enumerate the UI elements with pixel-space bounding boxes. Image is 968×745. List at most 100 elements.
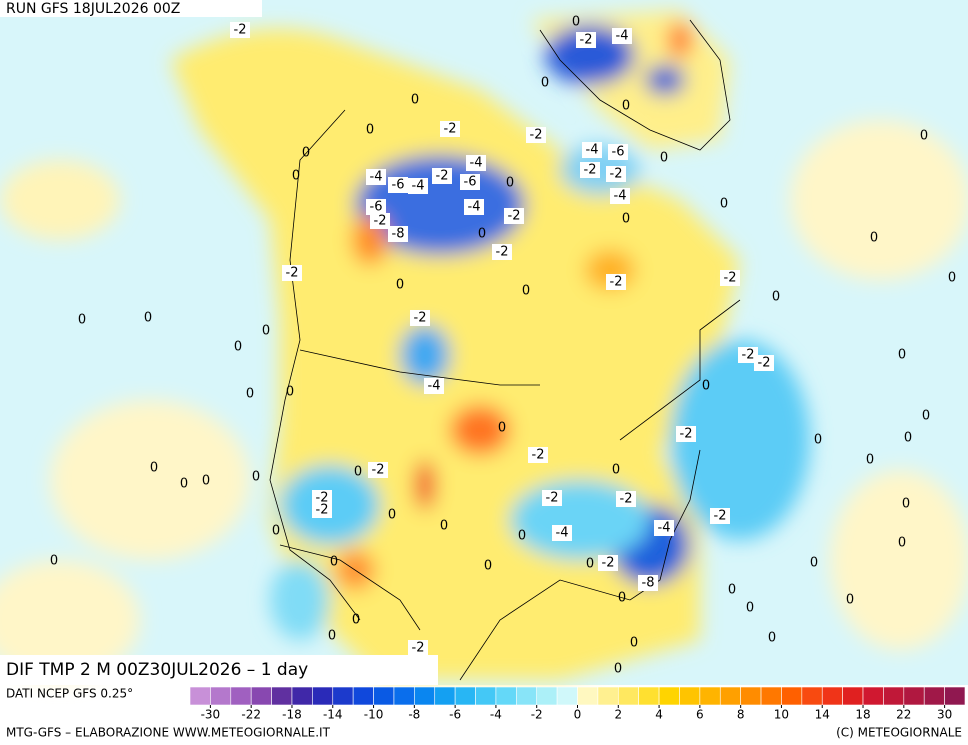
contour-label: 0 (246, 387, 254, 402)
legend-swatch (556, 686, 578, 706)
contour-label: 0 (202, 474, 210, 489)
contour-label: -2 (620, 492, 633, 507)
contour-label: 0 (328, 629, 336, 644)
legend-swatch (781, 686, 803, 706)
contour-label: -2 (530, 128, 543, 143)
legend-swatch (883, 686, 905, 706)
contour-label: 0 (870, 231, 878, 246)
label-bg (542, 490, 562, 506)
contour-label: 0 (902, 497, 910, 512)
legend-tick-label: 18 (855, 708, 870, 722)
contour-label: -6 (370, 200, 383, 215)
legend-tick-label: 30 (937, 708, 952, 722)
legend-swatch (414, 686, 436, 706)
contour-label: 0 (388, 508, 396, 523)
legend-swatch (250, 686, 272, 706)
label-bg (492, 244, 512, 260)
legend-swatch (862, 686, 884, 706)
legend-swatch (903, 686, 925, 706)
contour-label: -4 (658, 521, 671, 536)
label-bg (608, 144, 628, 160)
legend-tick-label: 0 (574, 708, 582, 722)
legend-swatch (577, 686, 599, 706)
label-bg (616, 491, 636, 507)
label-bg (366, 169, 386, 185)
legend-tick-label: -8 (408, 708, 420, 722)
title-box (0, 655, 438, 685)
label-bg (710, 508, 730, 524)
legend-swatch (393, 686, 415, 706)
legend-swatch (944, 686, 966, 706)
label-bg (754, 355, 774, 371)
contour-label: 0 (478, 227, 486, 242)
header-box (0, 0, 262, 17)
legend-swatch (719, 686, 741, 706)
legend-swatch (617, 686, 639, 706)
contour-label: 0 (262, 324, 270, 339)
contour-label: 0 (618, 591, 626, 606)
contour-label: -2 (412, 641, 425, 656)
contour-label: -2 (508, 209, 521, 224)
label-bg (612, 28, 632, 44)
label-bg (606, 274, 626, 290)
contour-label: -2 (414, 311, 427, 326)
legend-swatch (760, 686, 782, 706)
legend-swatch (189, 686, 211, 706)
contour-label: -2 (602, 556, 615, 571)
contour-label: -6 (612, 145, 625, 160)
legend-swatch (434, 686, 456, 706)
contour-label: 0 (920, 129, 928, 144)
legend-tick-label: 8 (737, 708, 745, 722)
contour-label: -2 (680, 427, 693, 442)
contour-label: 0 (411, 93, 419, 108)
legend-swatch (312, 686, 334, 706)
legend-swatch (454, 686, 476, 706)
contour-label: 0 (586, 557, 594, 572)
label-bg (424, 378, 444, 394)
legend-tick-label: 6 (696, 708, 704, 722)
contour-label: -2 (496, 245, 509, 260)
label-bg (606, 166, 626, 182)
legend-swatch (352, 686, 374, 706)
legend-swatch (516, 686, 538, 706)
legend-swatch (495, 686, 517, 706)
contour-label: 0 (810, 556, 818, 571)
contour-label: -6 (464, 175, 477, 190)
contour-label: -4 (616, 29, 629, 44)
contour-label: 0 (330, 555, 338, 570)
contour-label: -2 (286, 266, 299, 281)
map-title: DIF TMP 2 M 00Z30JUL2026 – 1 day (6, 660, 308, 680)
contour-label: 0 (440, 519, 448, 534)
run-label: RUN GFS 18JUL2026 00Z (6, 1, 180, 17)
contour-label: -2 (444, 122, 457, 137)
contour-label: 0 (396, 278, 404, 293)
contour-label: -2 (758, 356, 771, 371)
label-bg (408, 640, 428, 656)
legend-swatch (658, 686, 680, 706)
legend-tick-label: -10 (364, 708, 384, 722)
label-bg (582, 142, 602, 158)
contour-label: -2 (374, 214, 387, 229)
label-bg (368, 462, 388, 478)
label-bg (312, 502, 332, 518)
contour-label: 0 (948, 271, 956, 286)
contour-label: 0 (904, 431, 912, 446)
legend-tick-label: 2 (614, 708, 622, 722)
label-bg (654, 520, 674, 536)
contour-label: 0 (286, 385, 294, 400)
legend-tick-label: -14 (323, 708, 343, 722)
credit: MTG-GFS – ELABORAZIONE WWW.METEOGIORNALE… (6, 726, 331, 740)
label-bg (552, 525, 572, 541)
contour-label: -4 (614, 189, 627, 204)
contour-label: 0 (814, 433, 822, 448)
contour-label: 0 (292, 169, 300, 184)
contour-label: 0 (622, 99, 630, 114)
contour-label: -2 (742, 348, 755, 363)
contour-label: -4 (468, 200, 481, 215)
contour-label: -4 (586, 143, 599, 158)
contour-label: 0 (352, 613, 360, 628)
label-bg (282, 265, 302, 281)
legend-swatch (679, 686, 701, 706)
legend-tick-label: -2 (531, 708, 543, 722)
